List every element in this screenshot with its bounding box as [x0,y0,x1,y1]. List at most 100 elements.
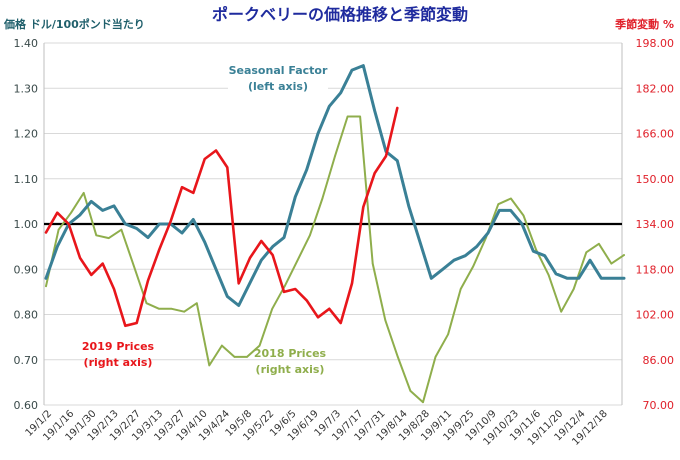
seasonal-factor-point [147,236,149,239]
prices-2019-point [271,254,274,256]
prices-2019-point [317,316,319,319]
prices-2018-point [271,308,274,310]
seasonal-factor-point [226,295,229,298]
prices-2019-point [181,186,183,188]
prices-2019-point [203,158,206,160]
annotation-background [228,61,328,95]
series-annotation: 2019 Prices [82,340,155,353]
seasonal-factor-point [237,304,240,307]
seasonal-factor-point [487,232,489,234]
seasonal-factor-point [532,250,535,252]
prices-2018-point [221,344,223,347]
right-tick-label: 118.00 [636,263,675,276]
prices-2018-point [158,308,160,310]
right-tick-label: 166.00 [636,128,675,141]
prices-2018-point [82,192,85,194]
prices-2019-point [215,149,217,152]
left-tick-label: 1.00 [14,218,39,231]
seasonal-factor-point [407,205,410,207]
prices-2018-point [535,248,537,251]
seasonal-factor-point [79,214,81,216]
seasonal-factor-point [600,277,603,280]
seasonal-factor-point [56,245,59,248]
prices-2018-point [145,302,148,305]
seasonal-factor-point [566,277,569,280]
prices-2019-point [79,257,81,259]
prices-2018-point [434,356,437,358]
seasonal-factor-point [45,277,47,280]
prices-2018-point [497,203,500,205]
series-annotation: (right axis) [256,363,325,376]
series-annotation: 2018 Prices [254,347,327,360]
seasonal-factor-point [543,254,546,257]
prices-2019-point [192,192,195,194]
prices-2019-point [101,262,104,265]
seasonal-factor-point [283,236,285,239]
prices-2019-line [44,106,399,328]
prices-2018-point [321,197,324,200]
seasonal-factor-line [44,64,626,307]
seasonal-factor-point [611,277,614,280]
left-tick-label: 0.70 [14,354,39,367]
prices-2018-point [95,234,98,237]
series-annotations: Seasonal Factor (left axis) 2019 Prices (ri… [82,61,328,376]
labels-layer: ポークベリーの価格推移と季節変動 価格 ドル/100ポンド当たり 季節変動 % [3,5,674,31]
seasonal-factor-point [419,241,421,243]
prices-2018-point [208,364,211,367]
prices-2018-point [334,155,336,157]
right-tick-label: 86.00 [643,354,675,367]
prices-2018-point [459,288,462,290]
prices-2019-point [373,172,376,174]
prices-2018-point [45,285,47,288]
seasonal-factor-point [158,223,161,225]
prices-2018-point [233,356,236,358]
prices-2018-point [108,237,110,239]
prices-2018-point [510,197,512,200]
prices-2018-point [547,274,550,276]
prices-2019-point [124,325,127,327]
chart-title: ポークベリーの価格推移と季節変動 [212,5,468,24]
seasonal-factor-point [362,64,365,67]
right-axis-title: 季節変動 % [614,17,674,31]
right-tick-label: 182.00 [636,82,675,95]
prices-2018-point [183,310,185,313]
prices-2019-point [339,322,342,324]
seasonal-factor-point [509,209,512,212]
seasonal-factor-point [260,259,263,262]
prices-2018-point [309,234,311,237]
seasonal-factor-point [498,209,501,212]
left-axis-title: 価格 ドル/100ポンド当たり [3,17,145,31]
prices-2019-point [249,257,251,259]
seasonal-factor-point [373,110,376,112]
prices-2018-point [296,260,299,262]
prices-2018-point [598,243,600,245]
prices-2019-point [260,240,263,242]
seasonal-factor-point [453,259,455,262]
series-annotation: Seasonal Factor [229,64,328,77]
prices-2019-point [237,282,240,285]
prices-2018-point [359,115,361,118]
seasonal-factor-point [101,209,104,212]
seasonal-factor-point [135,227,138,230]
seasonal-factor-point [521,223,523,225]
prices-2018-point [246,356,248,358]
seasonal-factor-point [249,282,251,284]
prices-2019-point [113,288,115,290]
seasonal-factor-point [90,200,93,203]
seasonal-factor-point [215,268,217,271]
prices-2018-point [522,214,525,217]
left-tick-label: 0.90 [14,263,39,276]
series-annotation: (right axis) [84,356,153,369]
prices-2019-point [283,291,285,293]
seasonal-factor-point [589,259,591,262]
prices-2018-point [133,265,135,268]
prices-2018-point [422,401,424,404]
prices-2018-point [283,285,286,288]
prices-2018-point [472,265,475,268]
seasonal-factor-point [351,69,353,71]
left-tick-label: 0.60 [14,399,39,412]
seasonal-factor-point [430,277,433,280]
prices-2018-point [120,228,123,231]
prices-2018-point [447,333,449,336]
